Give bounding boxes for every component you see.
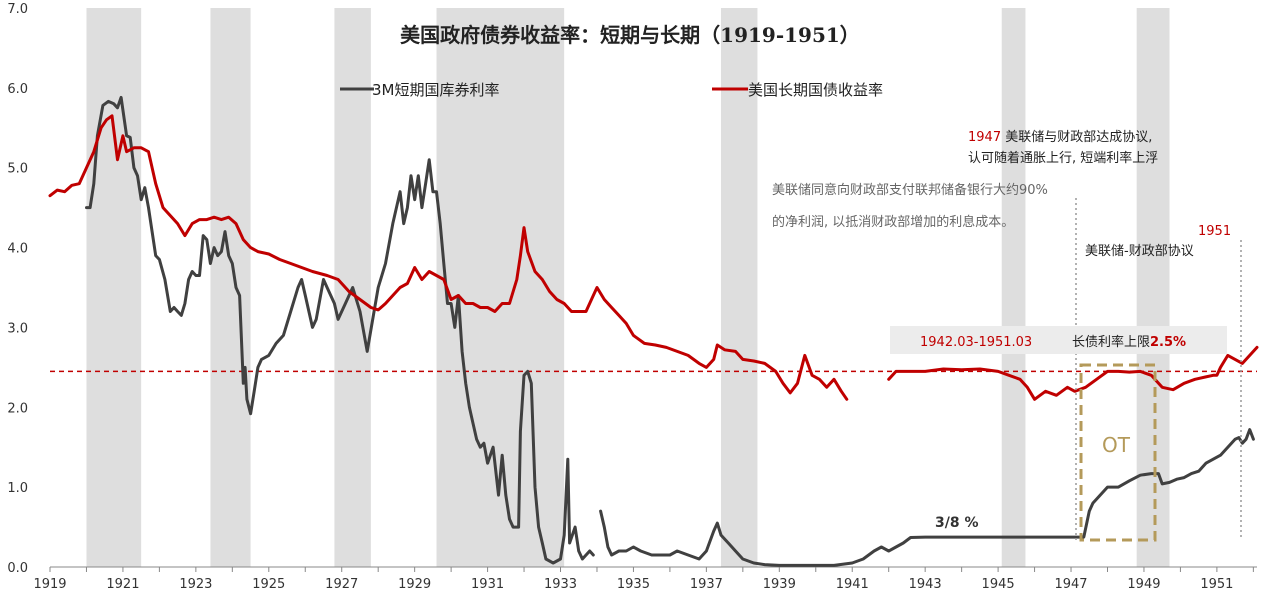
recession-band-0 [86, 8, 142, 567]
y-tick-label-1: 1.0 [7, 481, 28, 496]
series-line-2 [48, 114, 849, 401]
recession-band-1 [210, 8, 251, 567]
y-tick-label-6: 6.0 [7, 82, 28, 97]
note-90-line1: 美联储同意向财政部支付联邦储备银行大约90% [772, 182, 1048, 198]
bill-peg-label: 3/8 % [935, 515, 979, 531]
x-tick-label-0: 1919 [33, 577, 66, 592]
accord-year: 1951 [1198, 224, 1231, 239]
ot-label: OT [1102, 433, 1131, 457]
x-tick-label-10: 1939 [763, 577, 796, 592]
cap-label-text: 长债利率上限 [1072, 334, 1150, 350]
legend-label-bond: 美国长期国债收益率 [748, 81, 883, 99]
x-tick-label-8: 1935 [617, 577, 650, 592]
x-tick-label-2: 1923 [179, 577, 212, 592]
x-tick-label-14: 1947 [1054, 577, 1087, 592]
note-1947-text: 美联储与财政部达成协议, [1001, 130, 1152, 145]
note-1947-line1: 1947 美联储与财政部达成协议, [968, 130, 1152, 145]
note-1947-line2: 认可随着通胀上行, 短端利率上浮 [968, 150, 1158, 166]
x-tick-label-7: 1933 [544, 577, 577, 592]
x-tick-label-9: 1937 [690, 577, 723, 592]
note-90-line2: 的净利润, 以抵消财政部增加的利息成本。 [772, 214, 1014, 230]
series-line-0 [85, 95, 595, 565]
x-tick-label-11: 1941 [836, 577, 869, 592]
series-lines [48, 95, 1259, 567]
cap-label-box [890, 326, 1227, 354]
note-1947-year: 1947 [968, 130, 1001, 145]
legend-label-bill: 3M短期国库券利率 [372, 81, 500, 99]
recession-band-5 [1001, 8, 1026, 567]
x-tick-label-12: 1943 [909, 577, 942, 592]
accord-label: 美联储-财政部协议 [1085, 244, 1194, 259]
y-tick-label-3: 3.0 [7, 321, 28, 336]
x-tick-label-15: 1949 [1127, 577, 1160, 592]
chart-title: 美国政府债券收益率：短期与长期（1919-1951） [400, 23, 860, 47]
x-tick-label-13: 1945 [982, 577, 1015, 592]
y-tick-label-2: 2.0 [7, 401, 28, 416]
x-tick-label-16: 1951 [1200, 577, 1233, 592]
x-tick-label-6: 1931 [471, 577, 504, 592]
y-tick-label-4: 4.0 [7, 242, 28, 257]
recession-band-4 [720, 8, 758, 567]
x-axis: 1919 1921 1923 1925 1927 1929 1931 1933 1935 1937… [33, 566, 1257, 592]
x-tick-label-1: 1921 [106, 577, 139, 592]
cap-label: 长债利率上限2.5% [1072, 334, 1186, 350]
series-line-1 [599, 428, 1255, 567]
legend: 3M短期国库券利率 美国长期国债收益率 [340, 81, 883, 99]
y-tick-label-0: 0.0 [7, 561, 28, 576]
x-tick-label-5: 1929 [398, 577, 431, 592]
x-tick-label-4: 1927 [325, 577, 358, 592]
y-tick-label-5: 5.0 [7, 162, 28, 177]
series-line-3 [887, 345, 1259, 401]
y-tick-label-7: 7.0 [7, 2, 28, 17]
cap-period-label: 1942.03-1951.03 [920, 335, 1032, 350]
y-axis: 0.0 1.0 2.0 3.0 4.0 5.0 6.0 7.0 [7, 2, 28, 576]
x-tick-label-3: 1925 [252, 577, 285, 592]
cap-value: 2.5% [1150, 335, 1186, 350]
recession-shading [86, 8, 1170, 567]
ot-box [1079, 363, 1157, 542]
